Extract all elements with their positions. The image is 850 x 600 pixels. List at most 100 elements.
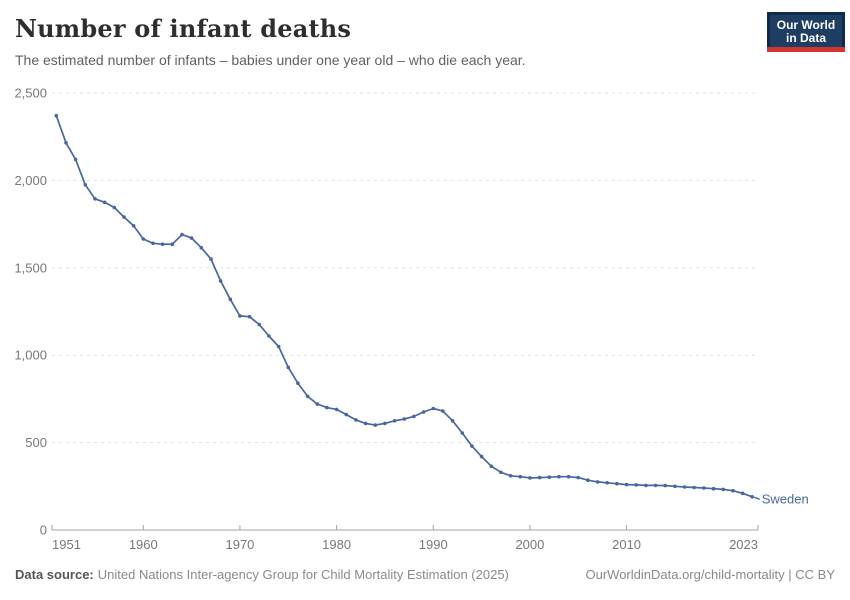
data-point xyxy=(750,495,754,499)
data-point xyxy=(537,475,542,480)
data-point xyxy=(528,476,532,480)
data-point xyxy=(489,464,494,469)
end-label-connector xyxy=(753,496,760,500)
data-source-label: Data source: xyxy=(15,567,94,582)
data-point xyxy=(634,483,638,487)
x-axis-tick-label: 1960 xyxy=(129,537,158,552)
data-point xyxy=(421,410,426,414)
data-point xyxy=(624,482,629,487)
data-point xyxy=(228,297,233,302)
chart-footer: Data source: United Nations Inter-agency … xyxy=(15,567,835,582)
data-point xyxy=(644,483,648,488)
data-point xyxy=(267,334,271,338)
data-point xyxy=(479,454,484,459)
owid-logo-line1: Our World xyxy=(776,17,836,32)
y-axis-tick-label: 1,500 xyxy=(14,260,47,275)
x-axis-tick-label: 2023 xyxy=(729,537,758,552)
x-axis-tick-label: 1990 xyxy=(419,537,448,552)
data-point xyxy=(721,487,725,492)
data-source: Data source: United Nations Inter-agency … xyxy=(15,567,509,582)
data-point xyxy=(141,237,146,241)
data-point xyxy=(325,405,329,410)
data-point xyxy=(354,418,358,422)
y-axis-tick-label: 2,500 xyxy=(14,86,47,101)
data-point xyxy=(64,141,68,145)
data-point xyxy=(170,242,175,246)
owid-logo-red-bar xyxy=(767,47,845,52)
data-point xyxy=(450,419,455,423)
data-point xyxy=(286,365,291,370)
data-point xyxy=(508,474,513,478)
data-point xyxy=(595,480,600,484)
data-point xyxy=(740,491,745,496)
data-point xyxy=(218,279,223,283)
data-point xyxy=(315,402,320,406)
data-point xyxy=(83,183,88,187)
data-point xyxy=(131,224,136,228)
data-point xyxy=(93,197,97,201)
data-point xyxy=(692,485,696,490)
data-point xyxy=(557,474,561,479)
data-point xyxy=(122,215,126,219)
data-point xyxy=(112,205,117,210)
data-point xyxy=(702,486,706,490)
x-axis-tick-label: 1970 xyxy=(225,537,254,552)
data-point xyxy=(547,475,552,480)
x-axis-tick-label: 2010 xyxy=(612,537,641,552)
data-point xyxy=(373,423,378,427)
data-point xyxy=(605,481,609,485)
data-point xyxy=(663,483,667,488)
data-point xyxy=(209,257,213,261)
x-axis-tick-label: 2000 xyxy=(515,537,544,552)
owid-logo-line2: in Data xyxy=(785,31,826,45)
data-point xyxy=(460,431,465,435)
data-point xyxy=(673,484,677,489)
chart-title: Number of infant deaths xyxy=(15,14,352,43)
data-source-text: United Nations Inter-agency Group for Ch… xyxy=(97,567,509,582)
data-point xyxy=(276,344,281,349)
chart-subtitle: The estimated number of infants – babies… xyxy=(15,52,526,68)
data-point xyxy=(102,200,107,205)
data-point xyxy=(518,474,523,479)
data-point xyxy=(431,406,436,411)
data-point xyxy=(54,113,59,118)
data-point xyxy=(257,322,262,327)
data-point xyxy=(199,245,204,250)
data-point xyxy=(238,314,242,318)
data-point xyxy=(499,470,503,475)
x-axis-tick-label: 1980 xyxy=(322,537,351,552)
data-point xyxy=(383,421,387,426)
data-point xyxy=(247,314,252,319)
series-end-label-sweden: Sweden xyxy=(762,491,809,506)
data-point xyxy=(615,481,619,486)
data-point xyxy=(441,409,445,413)
data-point xyxy=(344,412,349,417)
x-axis-tick-label: 1951 xyxy=(52,537,81,552)
data-point xyxy=(296,381,300,386)
data-point xyxy=(566,474,571,479)
data-point xyxy=(576,475,580,480)
data-point xyxy=(731,488,735,493)
data-point xyxy=(180,232,184,237)
y-axis-tick-label: 2,000 xyxy=(14,173,47,188)
y-axis-tick-label: 0 xyxy=(40,523,47,538)
data-point xyxy=(334,407,339,412)
data-point xyxy=(711,486,716,491)
data-point xyxy=(305,394,310,399)
y-axis-tick-label: 500 xyxy=(25,435,47,450)
sweden-line xyxy=(55,115,753,498)
data-point xyxy=(151,241,155,246)
data-point xyxy=(73,157,78,162)
data-point xyxy=(189,236,194,240)
data-point xyxy=(682,485,687,489)
owid-logo: Our World in Data xyxy=(767,12,845,52)
data-point xyxy=(470,444,474,448)
data-point xyxy=(392,419,397,423)
data-point xyxy=(402,417,407,421)
data-point xyxy=(160,242,165,246)
data-point xyxy=(653,483,658,488)
data-point xyxy=(586,478,590,483)
owid-url-link[interactable]: OurWorldinData.org/child-mortality | CC … xyxy=(585,567,836,582)
